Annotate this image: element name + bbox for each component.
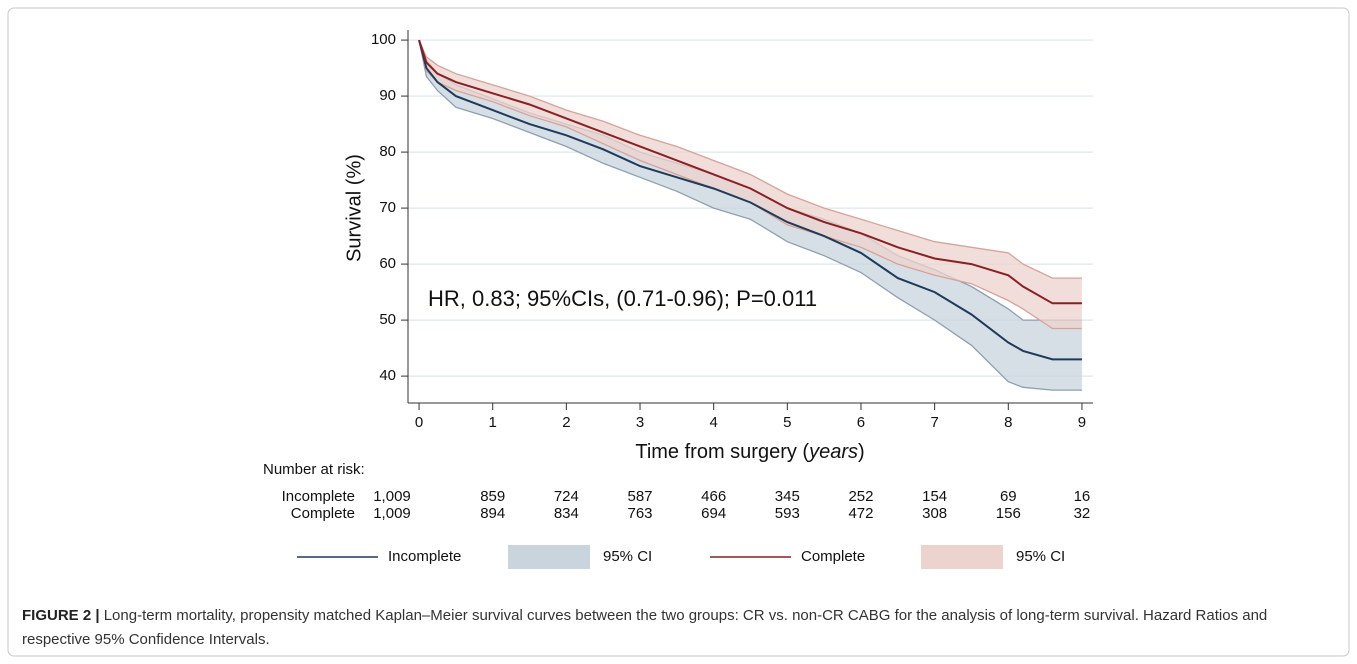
x-label-part: years [807, 441, 858, 463]
y-tick-label: 50 [379, 311, 396, 328]
risk-value: 16 [1074, 488, 1091, 505]
risk-value: 154 [922, 488, 947, 505]
survival-line [418, 39, 1082, 361]
risk-value: 472 [848, 505, 873, 522]
risk-value: 1,009 [373, 488, 411, 505]
plot: 40 50 60 70 80 90 100 0 1 2 3 4 5 6 7 8 9 [371, 30, 1093, 431]
risk-value: 345 [775, 488, 800, 505]
x-label-part: ) [858, 441, 865, 463]
risk-value: 69 [1000, 488, 1017, 505]
y-tick-label: 90 [379, 87, 396, 104]
y-axis-label: Survival (%) [343, 154, 365, 262]
risk-value: 156 [996, 505, 1021, 522]
y-tick-label: 70 [379, 199, 396, 216]
x-tick-label: 4 [710, 414, 718, 431]
risk-value: 724 [554, 488, 579, 505]
caption: FIGURE 2 | Long-term mortality, propensi… [22, 604, 1332, 652]
x-tick-label: 2 [562, 414, 570, 431]
x-axis-label: Time from surgery (years) [635, 441, 864, 463]
x-label-part: Time from surgery ( [635, 441, 809, 463]
risk-value: 587 [628, 488, 653, 505]
legend-label: Incomplete [388, 548, 461, 565]
ci-band [419, 40, 1082, 391]
risk-value: 859 [480, 488, 505, 505]
survival-line [418, 39, 1082, 305]
risk-value: 694 [701, 505, 726, 522]
legend-label: 95% CI [1016, 548, 1065, 565]
risk-value: 308 [922, 505, 947, 522]
risk-value: 593 [775, 505, 800, 522]
x-tick-label: 6 [857, 414, 865, 431]
ci-line [418, 39, 1082, 391]
risk-value: 466 [701, 488, 726, 505]
x-tick-label: 8 [1004, 414, 1012, 431]
risk-value: 32 [1074, 505, 1091, 522]
frame [7, 7, 1350, 657]
risk-value: 1,009 [373, 505, 411, 522]
risk-row-name: Complete [291, 505, 355, 522]
risk-row-name: Incomplete [282, 488, 355, 505]
x-tick-label: 7 [930, 414, 938, 431]
y-tick-label: 80 [379, 143, 396, 160]
y-tick-label: 60 [379, 255, 396, 272]
annotation: HR, 0.83; 95%CIs, (0.71-0.96); P=0.011 [428, 286, 817, 311]
ci-band [419, 40, 1082, 329]
risk-value: 834 [554, 505, 579, 522]
x-tick-label: 3 [636, 414, 644, 431]
risk-value: 763 [628, 505, 653, 522]
y-tick-label: 40 [379, 367, 396, 384]
x-tick-label: 0 [415, 414, 423, 431]
x-tick-label: 5 [783, 414, 791, 431]
legend-label: Complete [801, 548, 865, 565]
risk-value: 252 [848, 488, 873, 505]
ci-line [418, 39, 1082, 279]
x-tick-label: 9 [1078, 414, 1086, 431]
risk-title: Number at risk: [263, 461, 365, 478]
legend-swatch [508, 545, 590, 569]
legend-swatch [921, 545, 1003, 569]
legend-label: 95% CI [603, 548, 652, 565]
caption-label: FIGURE 2 | [22, 607, 100, 624]
x-tick-label: 1 [489, 414, 497, 431]
caption-text: Long-term mortality, propensity matched … [22, 607, 1268, 648]
risk-value: 894 [480, 505, 505, 522]
y-tick-label: 100 [371, 31, 396, 48]
